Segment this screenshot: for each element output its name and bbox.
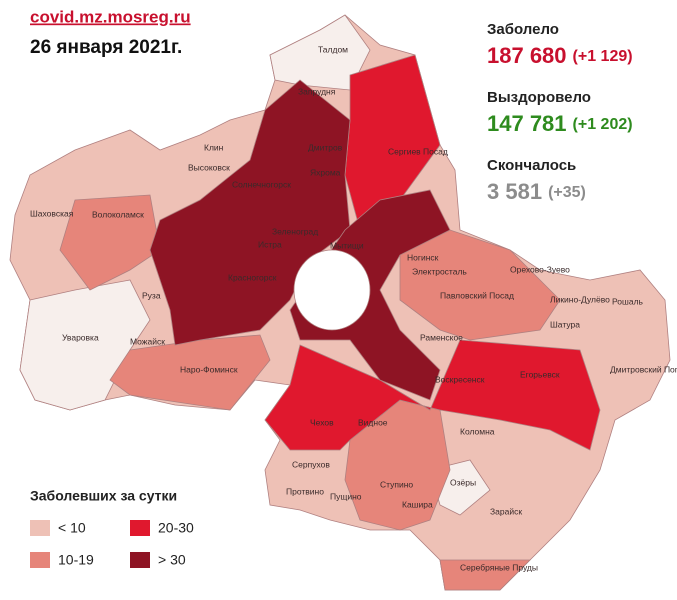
stat-value: 147 781: [487, 111, 567, 136]
map-label: Коломна: [460, 426, 495, 436]
legend-swatch: [30, 520, 50, 536]
legend-swatch: [130, 552, 150, 568]
map-label: Запрудня: [298, 86, 336, 96]
map-label: Павловский Посад: [440, 290, 514, 300]
region-medium: [439, 559, 531, 591]
stat-label: Заболело: [487, 21, 559, 38]
map-label: Волоколамск: [92, 209, 144, 219]
stat-line: 187 680 (+1 129): [487, 43, 633, 68]
map-label: Пущино: [330, 491, 362, 501]
map-label: Сергиев Посад: [388, 146, 448, 156]
stat-line: 147 781 (+1 202): [487, 111, 633, 136]
map-label: Мытищи: [330, 240, 364, 250]
legend-swatch: [30, 552, 50, 568]
map-label: Воскресенск: [435, 374, 485, 384]
map-label: Талдом: [318, 44, 348, 54]
map: [9, 14, 671, 591]
region-medium: [109, 334, 271, 411]
source: covid.mz.mosreg.ru: [30, 7, 191, 26]
region-high: [264, 339, 601, 451]
region-light: [269, 14, 371, 91]
map-label: Уваровка: [62, 332, 99, 342]
map-label: Истра: [258, 239, 282, 249]
map-label: Красногорск: [228, 272, 277, 282]
stat-value: 187 680: [487, 43, 567, 68]
stat-delta: (+35): [548, 184, 586, 201]
map-label: Дмитров: [308, 142, 343, 152]
legend-box: [14, 480, 229, 592]
map-label: Зеленоград: [272, 226, 318, 236]
map-label: Кашира: [402, 499, 433, 509]
legend-swatch: [130, 520, 150, 536]
stat-value: 3 581: [487, 179, 542, 204]
date: 26 января 2021г.: [30, 37, 182, 58]
legend-label: < 10: [58, 520, 86, 536]
map-label: Чехов: [310, 417, 334, 427]
legend-label: 20-30: [158, 520, 194, 536]
legend-label: > 30: [158, 552, 186, 568]
map-label: Серебряные Пруды: [460, 562, 538, 572]
map-label: Солнечногорск: [232, 179, 291, 189]
stat-line: 3 581 (+35): [487, 179, 586, 204]
map-label: Орехово-Зуево: [510, 264, 570, 274]
map-label: Ликино-Дулёво: [550, 294, 610, 304]
map-label: Видное: [358, 417, 388, 427]
legend-items: < 10 10-19 20-30 > 30: [30, 520, 194, 568]
map-label: Электросталь: [412, 266, 467, 276]
map-label: Серпухов: [292, 459, 330, 469]
map-label: Шаховская: [30, 208, 74, 218]
map-label: Рошаль: [612, 296, 644, 306]
legend-label: 10-19: [58, 552, 94, 568]
map-label: Ступино: [380, 479, 413, 489]
map-label: Протвино: [286, 486, 324, 496]
map-label: Зарайск: [490, 506, 522, 516]
map-label: Дмитровский Погост: [610, 364, 677, 374]
map-labels: Талдом Запрудня Клин Высоковск Дмитров Яхрома…: [30, 44, 677, 572]
map-label: Яхрома: [310, 167, 341, 177]
map-label: Шатура: [550, 319, 580, 329]
map-label: Наро-Фоминск: [180, 364, 238, 374]
map-label: Егорьевск: [520, 369, 560, 379]
map-label: Руза: [142, 290, 161, 300]
map-label: Высоковск: [188, 162, 230, 172]
stat-label: Выздоровело: [487, 89, 591, 106]
map-label: Раменское: [420, 332, 463, 342]
stat-label: Скончалось: [487, 157, 576, 174]
region-medium: [59, 194, 161, 291]
map-label: Ногинск: [407, 252, 439, 262]
legend-title: Заболевших за сутки: [30, 488, 177, 504]
stat-delta: (+1 129): [573, 48, 633, 65]
map-label: Можайск: [130, 336, 165, 346]
stats: Заболело 187 680 (+1 129) Выздоровело 147 78…: [487, 21, 633, 204]
map-label: Клин: [204, 142, 224, 152]
legend: Заболевших за сутки < 10 10-19 20-30 > 30: [14, 480, 229, 592]
map-label: Озёры: [450, 477, 476, 487]
region-medium: [399, 229, 561, 341]
moscow: [293, 249, 371, 331]
stat-delta: (+1 202): [573, 116, 633, 133]
